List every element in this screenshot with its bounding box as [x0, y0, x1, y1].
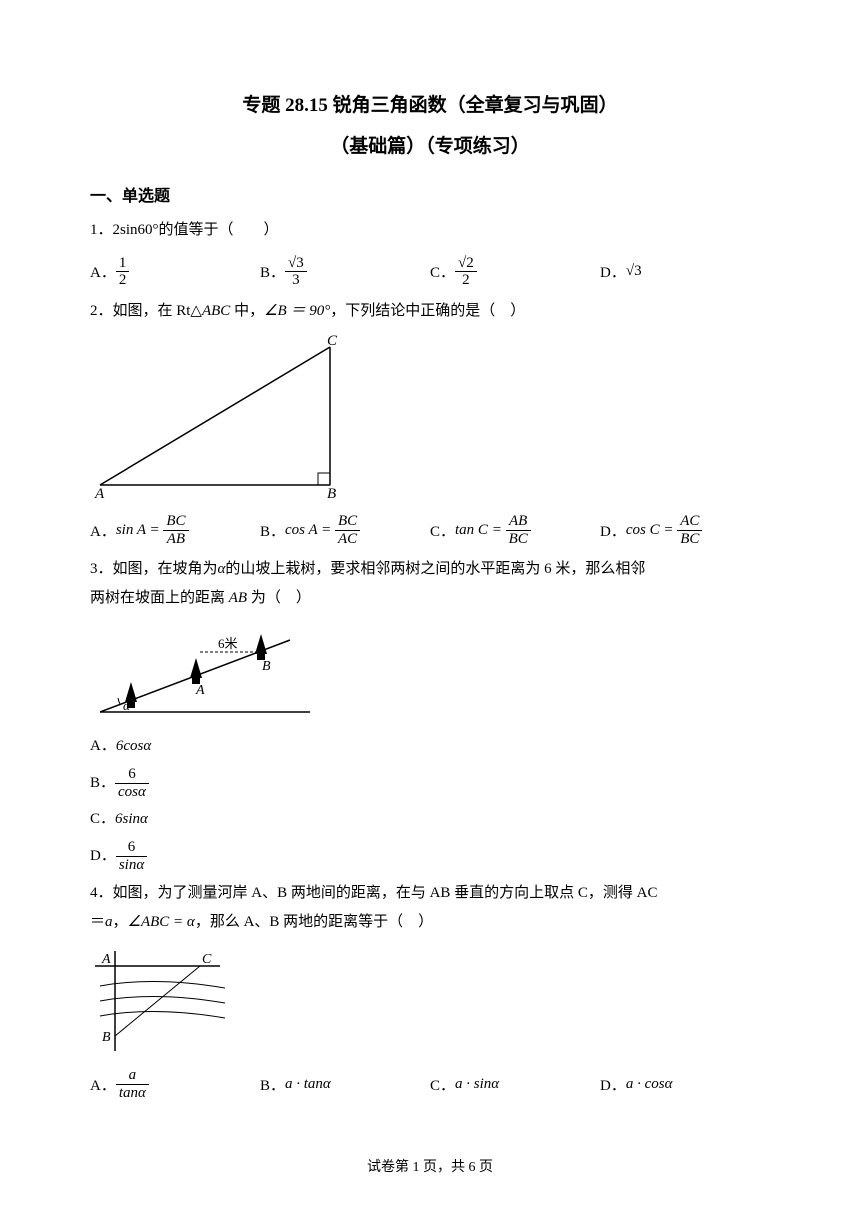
q4-text2-prefix: ＝ — [90, 914, 105, 930]
opt-value: a · tanα — [285, 1076, 331, 1093]
q1-opt-b: B． √3 3 — [260, 255, 430, 289]
page-footer: 试卷第 1 页，共 6 页 — [0, 1156, 860, 1176]
q3-options: A． 6cosα B． 6 cosα C． 6sinα D． 6 sinα — [90, 733, 770, 873]
opt-label: A． — [90, 733, 116, 760]
sqrt-value: √3 — [626, 263, 642, 280]
q3-figure: α 6米 A B — [90, 622, 770, 727]
q2-text-suffix: ，下列结论中正确的是（ ） — [330, 303, 525, 319]
q2-angle: ∠B ＝ 90° — [264, 303, 330, 319]
opt-label: C． — [90, 806, 115, 833]
question-2: 2．如图，在 Rt△ABC 中，∠B ＝ 90°，下列结论中正确的是（ ） — [90, 297, 770, 326]
lhs: cos A = — [285, 522, 331, 539]
opt-label: C． — [430, 1074, 455, 1095]
q4-opt-b: B． a · tanα — [260, 1067, 430, 1101]
fraction: AC BC — [677, 513, 702, 547]
opt-value: 6cosα — [116, 733, 151, 760]
opt-label: A． — [90, 1074, 116, 1095]
q2-text-prefix: 2．如图，在 Rt△ — [90, 303, 202, 319]
q2-text-mid: 中， — [230, 303, 264, 319]
triangle-svg: A B C — [90, 335, 370, 500]
q4-angle: ∠ABC = α — [128, 914, 195, 930]
trees-svg: α 6米 A B — [90, 622, 320, 722]
svg-text:A: A — [94, 486, 105, 500]
opt-label: D． — [600, 1074, 626, 1095]
q2-figure: A B C — [90, 335, 770, 505]
q4-opt-d: D． a · cosα — [600, 1067, 770, 1101]
q4-opt-c: C． a · sinα — [430, 1067, 600, 1101]
q4-text2-mid: ， — [113, 914, 128, 930]
q2-options: A． sin A = BC AB B． cos A = BC AC C． tan… — [90, 513, 770, 547]
opt-label: C． — [430, 261, 455, 282]
svg-text:A: A — [101, 952, 111, 967]
fraction: 6 cosα — [115, 766, 149, 800]
q3-opt-c: C． 6sinα — [90, 806, 770, 833]
q3-ab: AB — [229, 590, 247, 606]
opt-label: B． — [90, 770, 115, 797]
fraction: √3 3 — [285, 255, 307, 289]
q1-opt-c: C． √2 2 — [430, 255, 600, 289]
opt-label: C． — [430, 520, 455, 541]
q1-text: 1．2sin60°的值等于（ ） — [90, 216, 770, 245]
opt-label: B． — [260, 520, 285, 541]
river-svg: A C B — [90, 946, 250, 1056]
page-subtitle: （基础篇）（专项练习） — [90, 131, 770, 158]
opt-value: 6sinα — [115, 806, 148, 833]
fraction: AB BC — [506, 513, 531, 547]
q1-options: A． 1 2 B． √3 3 C． √2 2 D． √3 — [90, 255, 770, 289]
q3-opt-d: D． 6 sinα — [90, 839, 770, 873]
opt-value: a · sinα — [455, 1076, 499, 1093]
opt-label: D． — [90, 843, 116, 870]
fraction: a tanα — [116, 1067, 149, 1101]
q3-opt-b: B． 6 cosα — [90, 766, 770, 800]
q3-text1-prefix: 3．如图，在坡角为 — [90, 561, 218, 577]
opt-label: B． — [260, 1074, 285, 1095]
lhs: sin A = — [116, 522, 160, 539]
opt-label: D． — [600, 261, 626, 282]
opt-label: B． — [260, 261, 285, 282]
svg-text:B: B — [327, 486, 336, 500]
q2-abc: ABC — [202, 303, 230, 319]
opt-label: D． — [600, 520, 626, 541]
q4-text1: 4．如图，为了测量河岸 A、B 两地间的距离，在与 AB 垂直的方向上取点 C，… — [90, 885, 658, 901]
svg-text:B: B — [262, 659, 271, 674]
question-3: 3．如图，在坡角为α的山坡上栽树，要求相邻两树之间的水平距离为 6 米，那么相邻… — [90, 555, 770, 612]
q3-text1-mid: 的山坡上栽树，要求相邻两树之间的水平距离为 6 米，那么相邻 — [225, 561, 645, 577]
opt-value: a · cosα — [626, 1076, 673, 1093]
q2-opt-d: D． cos C = AC BC — [600, 513, 770, 547]
question-4: 4．如图，为了测量河岸 A、B 两地间的距离，在与 AB 垂直的方向上取点 C，… — [90, 879, 770, 936]
q3-text2-prefix: 两树在坡面上的距离 — [90, 590, 229, 606]
page-title: 专题 28.15 锐角三角函数（全章复习与巩固） — [90, 90, 770, 117]
q4-text2-suffix: ，那么 A、B 两地的距离等于（ ） — [195, 914, 433, 930]
svg-text:A: A — [195, 683, 205, 698]
q2-opt-b: B． cos A = BC AC — [260, 513, 430, 547]
q2-opt-c: C． tan C = AB BC — [430, 513, 600, 547]
fraction: BC AC — [335, 513, 360, 547]
section-header: 一、单选题 — [90, 182, 770, 206]
q4-figure: A C B — [90, 946, 770, 1061]
fraction: √2 2 — [455, 255, 477, 289]
svg-text:C: C — [202, 952, 212, 967]
lhs: cos C = — [626, 522, 674, 539]
q1-opt-a: A． 1 2 — [90, 255, 260, 289]
q1-opt-d: D． √3 — [600, 255, 770, 289]
q3-opt-a: A． 6cosα — [90, 733, 770, 760]
q2-opt-a: A． sin A = BC AB — [90, 513, 260, 547]
fraction: 1 2 — [116, 255, 130, 289]
opt-label: A． — [90, 520, 116, 541]
q4-options: A． a tanα B． a · tanα C． a · sinα D． a ·… — [90, 1067, 770, 1101]
svg-text:C: C — [327, 335, 338, 349]
q4-opt-a: A． a tanα — [90, 1067, 260, 1101]
q4-a: a — [105, 914, 113, 930]
question-1: 1．2sin60°的值等于（ ） — [90, 216, 770, 245]
lhs: tan C = — [455, 522, 502, 539]
opt-label: A． — [90, 261, 116, 282]
svg-text:B: B — [102, 1030, 111, 1045]
fraction: BC AB — [163, 513, 188, 547]
svg-text:6米: 6米 — [218, 636, 238, 651]
q3-text2-suffix: 为（ ） — [247, 590, 311, 606]
fraction: 6 sinα — [116, 839, 147, 873]
